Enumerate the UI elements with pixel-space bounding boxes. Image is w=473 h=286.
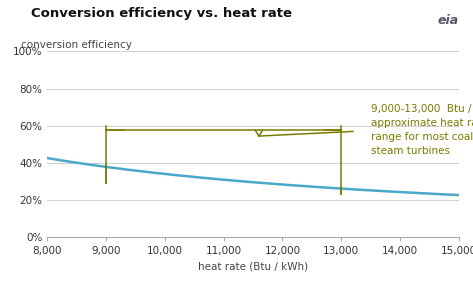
- Text: eia: eia: [438, 14, 459, 27]
- Text: conversion efficiency: conversion efficiency: [20, 40, 131, 50]
- X-axis label: heat rate (Btu / kWh): heat rate (Btu / kWh): [198, 262, 308, 272]
- Text: 9,000-13,000  Btu / kWh
approximate heat rate
range for most coal-fired
steam tu: 9,000-13,000 Btu / kWh approximate heat …: [371, 104, 473, 156]
- Text: Conversion efficiency vs. heat rate: Conversion efficiency vs. heat rate: [31, 7, 292, 20]
